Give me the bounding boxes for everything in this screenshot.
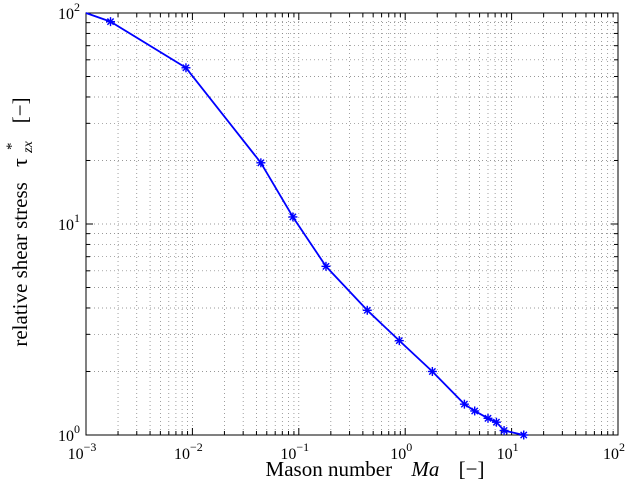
x-tick-label: 10−1 xyxy=(280,440,309,463)
data-point-marker xyxy=(181,63,191,73)
data-point-marker xyxy=(459,399,469,409)
x-tick-label-exponent: −1 xyxy=(296,440,309,454)
x-tick-label-exponent: 1 xyxy=(513,440,519,454)
x-tick-label-base: 10 xyxy=(603,446,619,463)
x-tick-label-base: 10 xyxy=(174,446,190,463)
x-tick-label-base: 10 xyxy=(390,446,406,463)
y-tick-label-exponent: 0 xyxy=(74,422,80,436)
x-axis-label: Mason number xyxy=(266,457,393,481)
y-axis-title: relative shear stress τ zx * [−] xyxy=(0,97,37,346)
y-axis-symbol: τ xyxy=(7,158,32,167)
data-point-marker xyxy=(470,406,480,416)
data-point-marker xyxy=(483,413,493,423)
data-point-marker xyxy=(499,426,509,436)
x-tick-label: 10−3 xyxy=(68,440,97,463)
y-axis-label: relative shear stress xyxy=(8,182,32,346)
x-tick-label: 10−2 xyxy=(174,440,203,463)
data-point-marker xyxy=(321,261,331,271)
data-point-marker xyxy=(519,430,529,440)
x-tick-label-exponent: 0 xyxy=(406,440,412,454)
data-point-marker xyxy=(106,17,116,27)
data-point-marker xyxy=(394,336,404,346)
data-point-marker xyxy=(288,212,298,222)
y-tick-label-exponent: 2 xyxy=(74,0,80,14)
x-tick-label-base: 10 xyxy=(68,446,84,463)
x-axis-title: Mason number Ma [−] xyxy=(266,457,485,481)
x-tick-labels: 10−3 10−2 10−1 100 101 102 xyxy=(68,440,625,463)
y-tick-label: 102 xyxy=(58,0,80,23)
x-axis-symbol: Ma xyxy=(410,457,439,481)
series-layer xyxy=(85,12,529,440)
x-tick-label: 100 xyxy=(390,440,412,463)
y-tick-label-base: 10 xyxy=(58,428,74,445)
y-tick-label: 101 xyxy=(58,211,80,234)
x-tick-label-base: 10 xyxy=(280,446,296,463)
x-tick-label: 101 xyxy=(497,440,519,463)
data-point-marker xyxy=(256,158,266,168)
axes-frame xyxy=(85,12,619,436)
x-axis-unit: [−] xyxy=(459,457,485,481)
data-point-marker xyxy=(491,417,501,427)
data-point-marker xyxy=(362,305,372,315)
grid xyxy=(85,13,618,436)
y-tick-label: 100 xyxy=(58,422,80,445)
x-tick-label: 102 xyxy=(603,440,625,463)
x-tick-label-exponent: −2 xyxy=(190,440,203,454)
y-axis-symbol-subscript: zx xyxy=(21,140,36,153)
y-tick-label-base: 10 xyxy=(58,6,74,23)
y-axis-unit: [−] xyxy=(8,97,32,123)
x-tick-label-base: 10 xyxy=(497,446,513,463)
data-point-marker xyxy=(427,366,437,376)
y-tick-label-base: 10 xyxy=(58,217,74,234)
y-axis-symbol-superscript: * xyxy=(4,142,20,150)
x-tick-label-exponent: −3 xyxy=(84,440,97,454)
y-tick-label-exponent: 1 xyxy=(74,211,80,225)
x-tick-label-exponent: 2 xyxy=(619,440,625,454)
